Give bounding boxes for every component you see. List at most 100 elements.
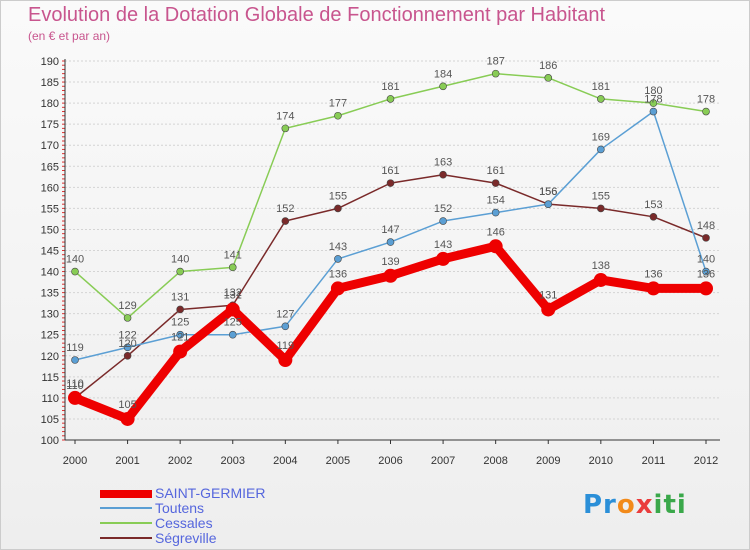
- data-label-toutens-2000: 119: [66, 342, 84, 354]
- point-saint-germier-2002: [173, 344, 188, 359]
- data-label-saint-germier-2000: 110: [66, 378, 84, 390]
- point-segreville-2004: [281, 217, 290, 225]
- legend-label-cessales: Cessales: [155, 515, 213, 531]
- y-tick-label-115: 115: [41, 372, 59, 384]
- data-label-segreville-2011: 153: [644, 199, 662, 211]
- point-saint-germier-2006: [383, 268, 398, 283]
- point-toutens-2012: [702, 267, 710, 276]
- point-segreville-2010: [597, 204, 605, 213]
- point-cessales-2002: [176, 267, 184, 276]
- point-segreville-2011: [649, 213, 658, 221]
- point-saint-germier-2009: [541, 302, 556, 317]
- y-tick-label-120: 120: [41, 351, 59, 363]
- y-tick-label-190: 190: [41, 56, 59, 68]
- x-tick-label-2007: 2007: [431, 455, 455, 467]
- point-saint-germier-2001: [120, 411, 135, 426]
- data-label-cessales-2008: 187: [486, 56, 504, 68]
- data-label-cessales-2002: 140: [171, 254, 189, 266]
- data-label-saint-germier-2004: 119: [277, 340, 295, 352]
- data-label-segreville-2000: 110: [66, 380, 84, 392]
- point-saint-germier-2000: [68, 390, 82, 405]
- point-toutens-2000: [71, 356, 79, 364]
- x-tick-label-2001: 2001: [115, 455, 139, 467]
- data-label-saint-germier-2007: 143: [434, 239, 452, 251]
- logo-part-4: iti: [653, 490, 687, 520]
- data-label-cessales-2006: 181: [381, 81, 399, 93]
- legend-label-toutens: Toutens: [155, 500, 205, 516]
- x-tick-label-2003: 2003: [221, 455, 245, 467]
- data-label-saint-germier-2010: 138: [592, 260, 610, 272]
- data-label-toutens-2002: 125: [171, 317, 189, 329]
- y-tick-label-150: 150: [41, 224, 59, 236]
- point-saint-germier-2012: [699, 281, 713, 296]
- data-label-cessales-2005: 177: [329, 98, 347, 110]
- data-label-segreville-2008: 161: [486, 165, 504, 177]
- x-tick-label-2000: 2000: [63, 455, 87, 467]
- x-tick-label-2006: 2006: [378, 455, 402, 467]
- point-segreville-2007: [439, 170, 447, 179]
- data-label-segreville-2003: 132: [224, 287, 242, 299]
- point-segreville-2002: [176, 305, 184, 314]
- y-tick-label-160: 160: [41, 182, 59, 194]
- x-tick-label-2002: 2002: [168, 455, 192, 467]
- data-label-toutens-2009: 156: [539, 186, 557, 198]
- legend-swatch-toutens: [100, 507, 152, 509]
- data-label-cessales-2003: 141: [224, 249, 242, 261]
- y-tick-label-175: 175: [41, 119, 59, 131]
- point-saint-germier-2007: [436, 251, 451, 266]
- y-tick-label-170: 170: [41, 140, 59, 152]
- point-segreville-2001: [123, 351, 132, 360]
- data-label-toutens-2011: 178: [644, 94, 662, 106]
- y-tick-label-125: 125: [41, 330, 59, 342]
- point-cessales-2011: [649, 99, 658, 107]
- point-segreville-2012: [702, 234, 710, 242]
- data-label-saint-germier-2009: 131: [539, 289, 557, 301]
- y-tick-label-140: 140: [41, 267, 59, 279]
- point-saint-germier-2005: [330, 281, 345, 296]
- chart-title: Evolution de la Dotation Globale de Fonc…: [28, 4, 606, 26]
- point-saint-germier-2011: [646, 281, 661, 296]
- x-tick-label-2009: 2009: [536, 455, 560, 467]
- point-saint-germier-2010: [593, 272, 608, 287]
- point-toutens-2009: [544, 200, 553, 208]
- data-label-cessales-2004: 174: [276, 110, 294, 122]
- data-label-toutens-2008: 154: [486, 195, 504, 207]
- point-segreville-2006: [386, 179, 395, 187]
- point-cessales-2009: [544, 74, 553, 82]
- chart-subtitle: (en € et par an): [28, 29, 111, 43]
- point-cessales-2004: [281, 124, 290, 133]
- data-label-segreville-2005: 155: [329, 190, 347, 202]
- legend-swatch-saint-germier: [100, 490, 152, 498]
- data-label-saint-germier-2012: 136: [697, 268, 715, 280]
- y-tick-label-185: 185: [41, 77, 59, 89]
- point-toutens-2005: [334, 255, 342, 263]
- point-cessales-2005: [334, 111, 342, 120]
- data-label-toutens-2001: 122: [118, 329, 136, 341]
- data-label-saint-germier-2006: 139: [381, 256, 399, 268]
- data-label-toutens-2003: 125: [224, 317, 242, 329]
- y-tick-label-110: 110: [41, 393, 59, 405]
- data-label-segreville-2007: 163: [434, 157, 452, 169]
- point-toutens-2010: [597, 145, 605, 154]
- data-label-saint-germier-2011: 136: [644, 268, 662, 280]
- data-label-saint-germier-2005: 136: [329, 268, 347, 280]
- logo-part-3: x: [635, 490, 654, 520]
- data-label-segreville-2001: 120: [118, 338, 136, 350]
- point-cessales-2006: [386, 95, 395, 103]
- data-label-segreville-2012: 148: [697, 220, 715, 232]
- point-toutens-2007: [439, 217, 447, 225]
- data-label-cessales-2001: 129: [118, 300, 136, 312]
- point-toutens-2006: [386, 238, 395, 246]
- data-label-toutens-2005: 143: [329, 241, 347, 253]
- data-label-saint-germier-2008: 146: [486, 226, 504, 238]
- data-label-segreville-2002: 131: [171, 291, 189, 303]
- data-label-toutens-2006: 147: [381, 224, 399, 236]
- point-saint-germier-2008: [488, 239, 503, 254]
- point-segreville-2008: [491, 179, 500, 187]
- line-chart: 100 105 110 115 120 125 130 135 140 145 150 155 160 1…: [41, 56, 720, 467]
- x-tick-label-2012: 2012: [694, 455, 718, 467]
- legend-swatch-segreville: [100, 537, 152, 539]
- point-cessales-2008: [491, 69, 500, 78]
- legend-swatch-cessales: [100, 522, 152, 524]
- data-label-saint-germier-2001: 105: [118, 399, 136, 411]
